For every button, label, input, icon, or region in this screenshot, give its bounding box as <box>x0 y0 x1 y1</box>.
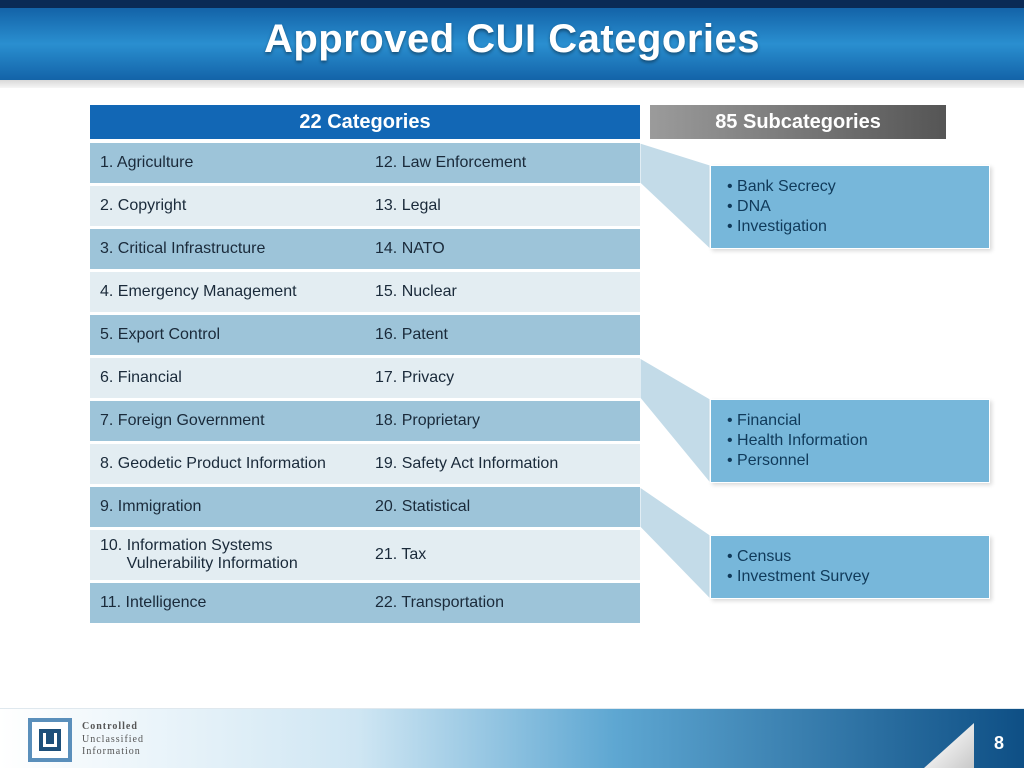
table-row: 7. Foreign Government18. Proprietary <box>90 401 640 441</box>
header-underbar <box>0 80 1024 88</box>
category-cell: 8. Geodetic Product Information <box>90 444 365 484</box>
cui-logo-text: Controlled Unclassified Information <box>82 721 144 759</box>
table-row: 9. Immigration20. Statistical <box>90 487 640 527</box>
connector-shape <box>640 358 710 483</box>
table-row: 11. Intelligence22. Transportation <box>90 583 640 623</box>
table-row: 4. Emergency Management15. Nuclear <box>90 272 640 312</box>
category-cell: 1. Agriculture <box>90 143 365 183</box>
table-row: 5. Export Control16. Patent <box>90 315 640 355</box>
connector-shape <box>640 143 710 249</box>
category-cell: 2. Copyright <box>90 186 365 226</box>
subcategory-item: • Investment Survey <box>727 568 973 586</box>
table-row: 1. Agriculture12. Law Enforcement <box>90 143 640 183</box>
slide-header: Approved CUI Categories <box>0 0 1024 80</box>
category-cell: 10. Information Systems Vulnerability In… <box>90 530 365 580</box>
subcategory-item: • Health Information <box>727 432 973 450</box>
category-cell: 20. Statistical <box>365 487 640 527</box>
cui-logo-mark <box>28 718 72 762</box>
category-cell: 3. Critical Infrastructure <box>90 229 365 269</box>
subcategory-item: • DNA <box>727 198 973 216</box>
category-cell: 13. Legal <box>365 186 640 226</box>
table-row: 8. Geodetic Product Information19. Safet… <box>90 444 640 484</box>
page-number: 8 <box>994 733 1004 754</box>
category-cell: 9. Immigration <box>90 487 365 527</box>
cui-logo: Controlled Unclassified Information <box>28 718 144 762</box>
categories-table: 1. Agriculture12. Law Enforcement2. Copy… <box>90 143 640 626</box>
category-cell: 11. Intelligence <box>90 583 365 623</box>
subcategory-item: • Personnel <box>727 452 973 470</box>
subcategory-box: • Financial • Health Information • Personn… <box>710 399 990 483</box>
category-cell: 17. Privacy <box>365 358 640 398</box>
category-cell: 7. Foreign Government <box>90 401 365 441</box>
category-cell: 14. NATO <box>365 229 640 269</box>
table-row: 10. Information Systems Vulnerability In… <box>90 530 640 580</box>
table-row: 6. Financial17. Privacy <box>90 358 640 398</box>
subcategory-item: • Census <box>727 548 973 566</box>
connector-shape <box>640 487 710 599</box>
slide-title: Approved CUI Categories <box>0 0 1024 78</box>
subcategory-item: • Investigation <box>727 218 973 236</box>
category-cell: 12. Law Enforcement <box>365 143 640 183</box>
table-row: 2. Copyright13. Legal <box>90 186 640 226</box>
categories-header: 22 Categories <box>90 105 640 139</box>
table-row: 3. Critical Infrastructure14. NATO <box>90 229 640 269</box>
subcategory-item: • Financial <box>727 412 973 430</box>
subcategory-box: • Census • Investment Survey <box>710 535 990 599</box>
logo-line-1: Controlled <box>82 721 144 734</box>
slide: Approved CUI Categories 22 Categories 85… <box>0 0 1024 768</box>
category-cell: 16. Patent <box>365 315 640 355</box>
logo-line-3: Information <box>82 746 144 759</box>
category-cell: 6. Financial <box>90 358 365 398</box>
category-cell: 22. Transportation <box>365 583 640 623</box>
page-curl-icon <box>924 723 974 768</box>
category-cell: 15. Nuclear <box>365 272 640 312</box>
subcategory-box: • Bank Secrecy • DNA • Investigation <box>710 165 990 249</box>
subcategories-header: 85 Subcategories <box>650 105 946 139</box>
logo-line-2: Unclassified <box>82 734 144 747</box>
subcategory-item: • Bank Secrecy <box>727 178 973 196</box>
category-cell: 4. Emergency Management <box>90 272 365 312</box>
slide-footer: Controlled Unclassified Information 8 <box>0 708 1024 768</box>
category-cell: 21. Tax <box>365 530 640 580</box>
category-cell: 18. Proprietary <box>365 401 640 441</box>
cui-logo-inner <box>39 729 61 751</box>
category-cell: 19. Safety Act Information <box>365 444 640 484</box>
category-cell: 5. Export Control <box>90 315 365 355</box>
